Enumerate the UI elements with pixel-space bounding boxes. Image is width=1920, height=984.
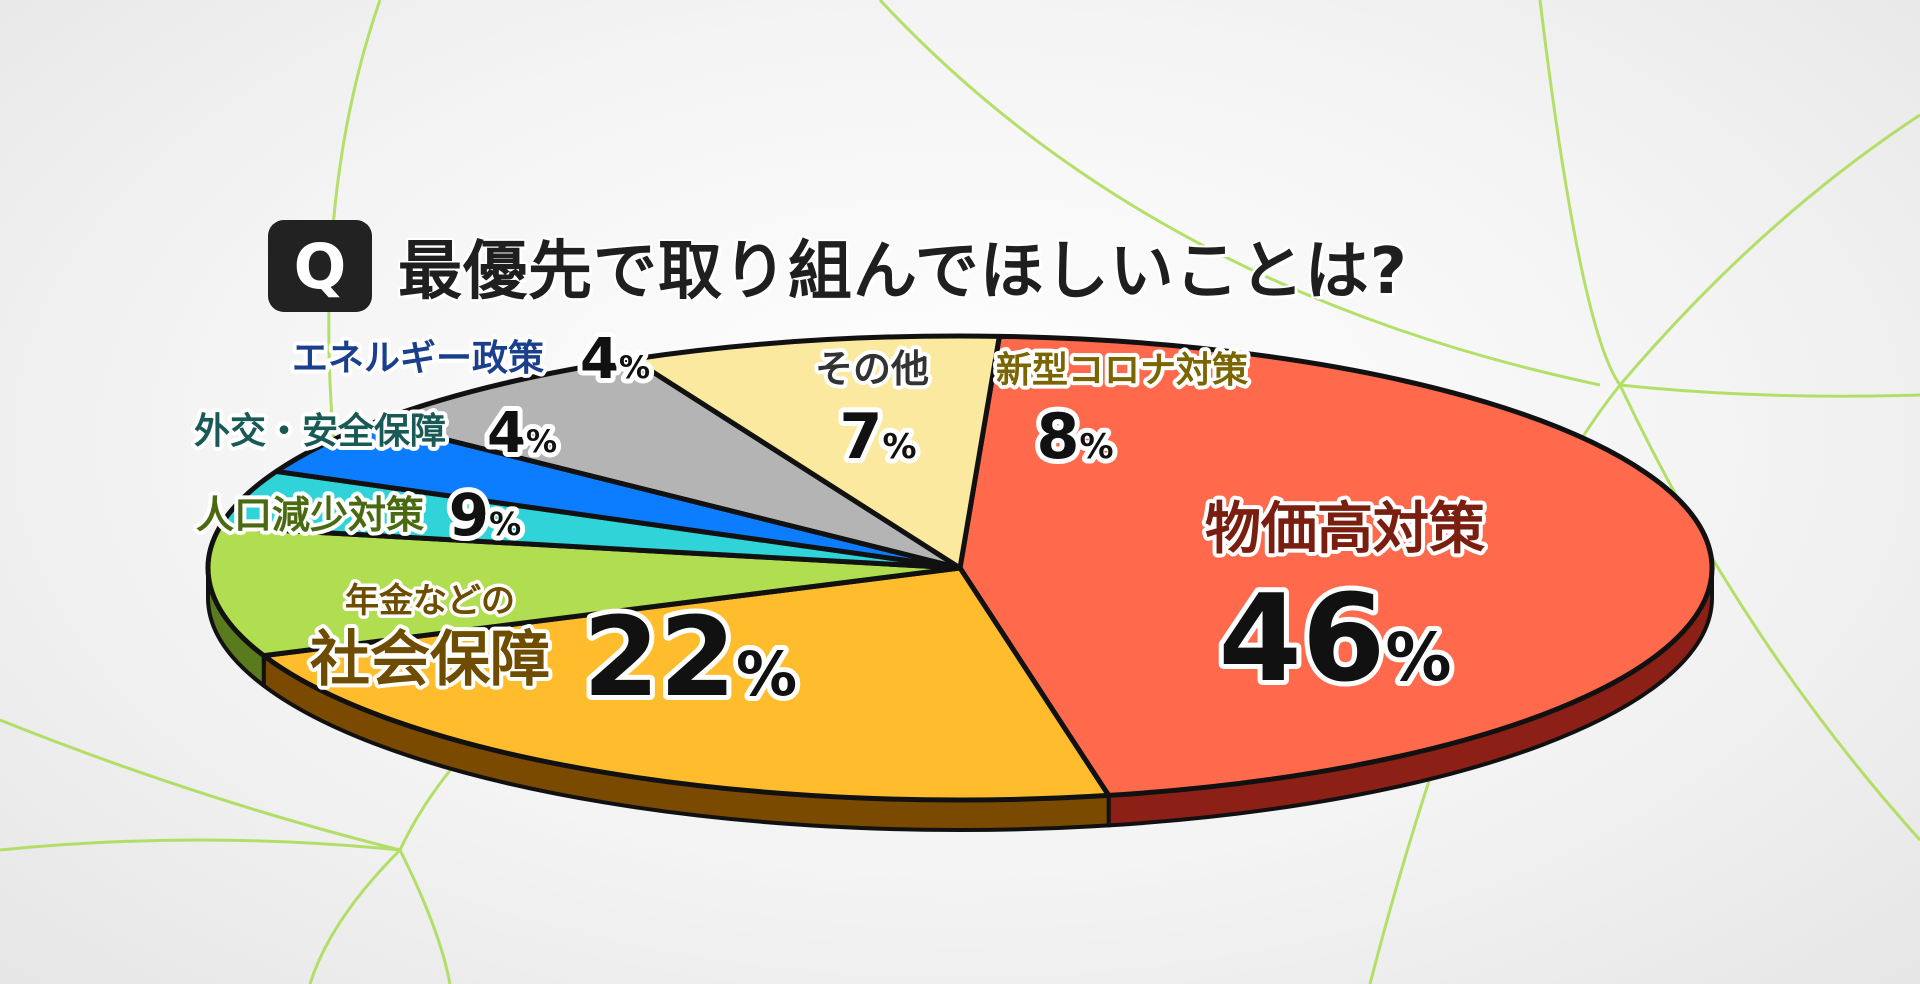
slice-label: エネルギー政策 (292, 338, 544, 379)
percent-sign: % (489, 505, 521, 543)
bg-curve (308, 848, 402, 984)
percent-sign: % (526, 424, 557, 460)
slice-label: 新型コロナ対策 (996, 350, 1248, 391)
percent-sign: % (736, 639, 797, 710)
bg-curve (398, 849, 452, 984)
slice-value: 4% (580, 327, 650, 392)
bg-curve (1538, 0, 1622, 386)
bg-curve (1619, 383, 1920, 398)
slice-value: 46% (1218, 570, 1451, 709)
pie-slice-社会保障 (261, 565, 1112, 803)
pie-slice-物価高対策 (957, 333, 1715, 798)
slice-sublabel: 年金などの (345, 581, 515, 621)
percent-sign: % (1385, 619, 1451, 696)
pie-slice-新型コロナ対策 (630, 333, 1002, 571)
bg-curve (878, 0, 1601, 387)
pie-slice-その他 (373, 356, 963, 571)
bg-curve (1618, 384, 1920, 842)
bg-curve (0, 718, 401, 852)
slice-label: その他 (815, 347, 929, 391)
chart-title: Q 最優先で取り組んでほしいことは? (268, 220, 1408, 312)
percent-sign: % (619, 350, 650, 386)
bg-curve (0, 838, 401, 852)
pie-slices (205, 333, 1715, 803)
percent-sign: % (1080, 427, 1114, 467)
question-text: 最優先で取り組んでほしいことは? (398, 235, 1408, 309)
slice-label: 人口減少対策 (196, 493, 424, 537)
slice-label: 物価高対策 (1205, 497, 1485, 562)
bg-curve (1618, 113, 1920, 386)
percent-sign: % (883, 427, 917, 467)
slice-label: 社会保障 (310, 625, 550, 695)
question-badge: Q (268, 220, 372, 312)
slice-label: 外交・安全保障 (194, 410, 446, 452)
